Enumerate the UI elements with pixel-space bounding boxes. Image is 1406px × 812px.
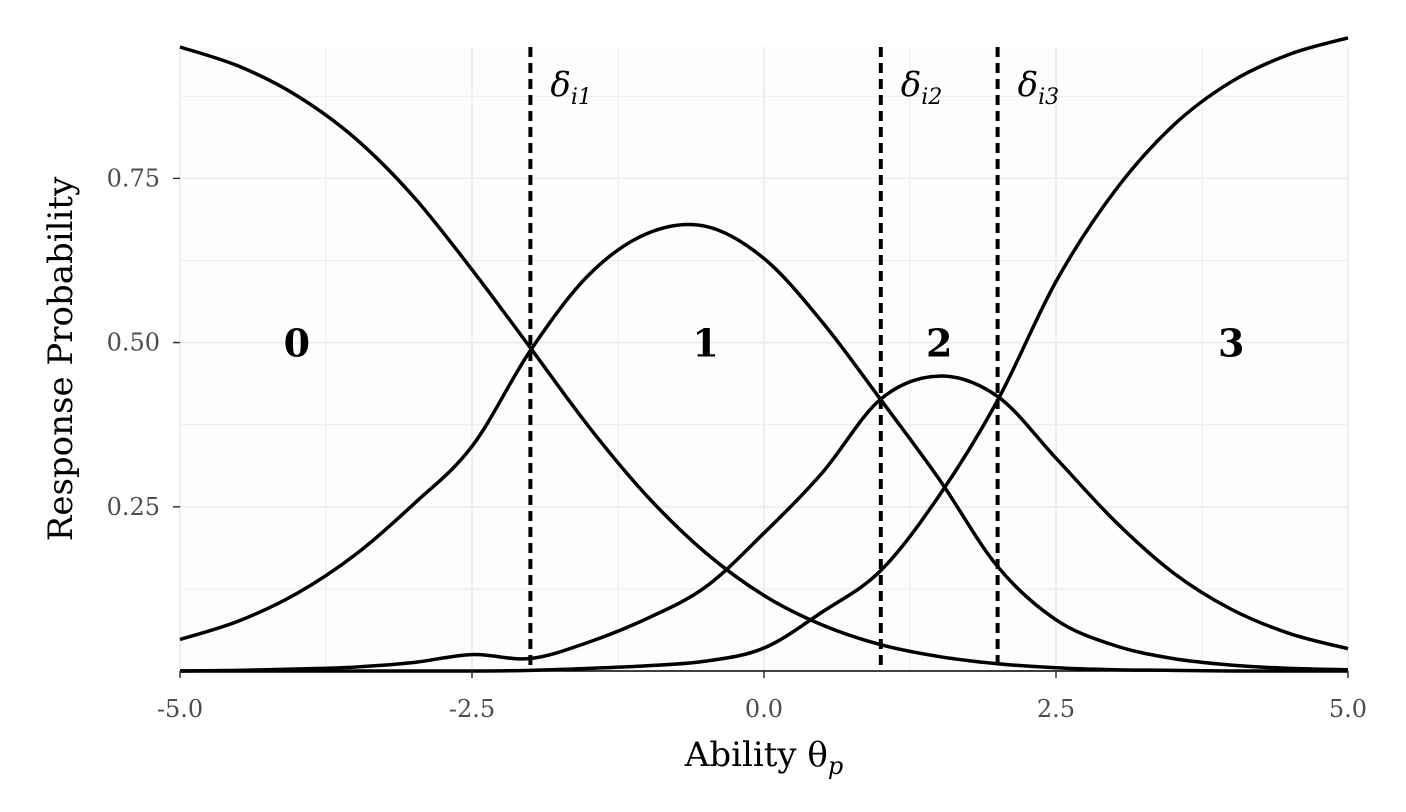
x-tick-label: 2.5 <box>1037 695 1075 723</box>
category-label-1: 1 <box>692 321 718 366</box>
y-tick-label: 0.75 <box>107 164 160 192</box>
category-label-2: 2 <box>926 321 952 366</box>
x-axis-title: Ability θp <box>684 735 843 780</box>
x-tick-label: 0.0 <box>745 695 783 723</box>
y-tick-label: 0.50 <box>107 329 160 357</box>
threshold-subscript: i1 <box>571 85 592 110</box>
curve-category-1 <box>179 222 1349 672</box>
x-axis-title-subscript: p <box>828 752 843 780</box>
threshold-symbol: δ <box>550 65 570 105</box>
x-tick-label: -5.0 <box>157 695 203 723</box>
y-axis-title: Response Probability <box>41 176 81 541</box>
curve-category-2 <box>179 374 1349 673</box>
category-curves <box>179 36 1349 673</box>
threshold-label-3: δi3 <box>1018 65 1060 110</box>
category-label-3: 3 <box>1218 321 1244 366</box>
threshold-subscript: i3 <box>1038 85 1059 110</box>
y-tick-label: 0.25 <box>107 493 160 521</box>
threshold-symbol: δ <box>901 65 921 105</box>
category-labels: 0 1 2 3 <box>284 321 1245 366</box>
threshold-subscript: i2 <box>921 85 942 110</box>
threshold-symbol: δ <box>1018 65 1038 105</box>
x-tick-label: 5.0 <box>1329 695 1367 723</box>
threshold-label-1: δi1 <box>550 65 592 110</box>
category-label-0: 0 <box>284 321 310 366</box>
threshold-label-2: δi2 <box>901 65 943 110</box>
grid-lines <box>179 47 1349 671</box>
x-tick-label: -2.5 <box>449 695 495 723</box>
axis-ticks: -5.0 -2.5 0.0 2.5 5.0 0.25 0.50 0.75 <box>107 164 1368 723</box>
